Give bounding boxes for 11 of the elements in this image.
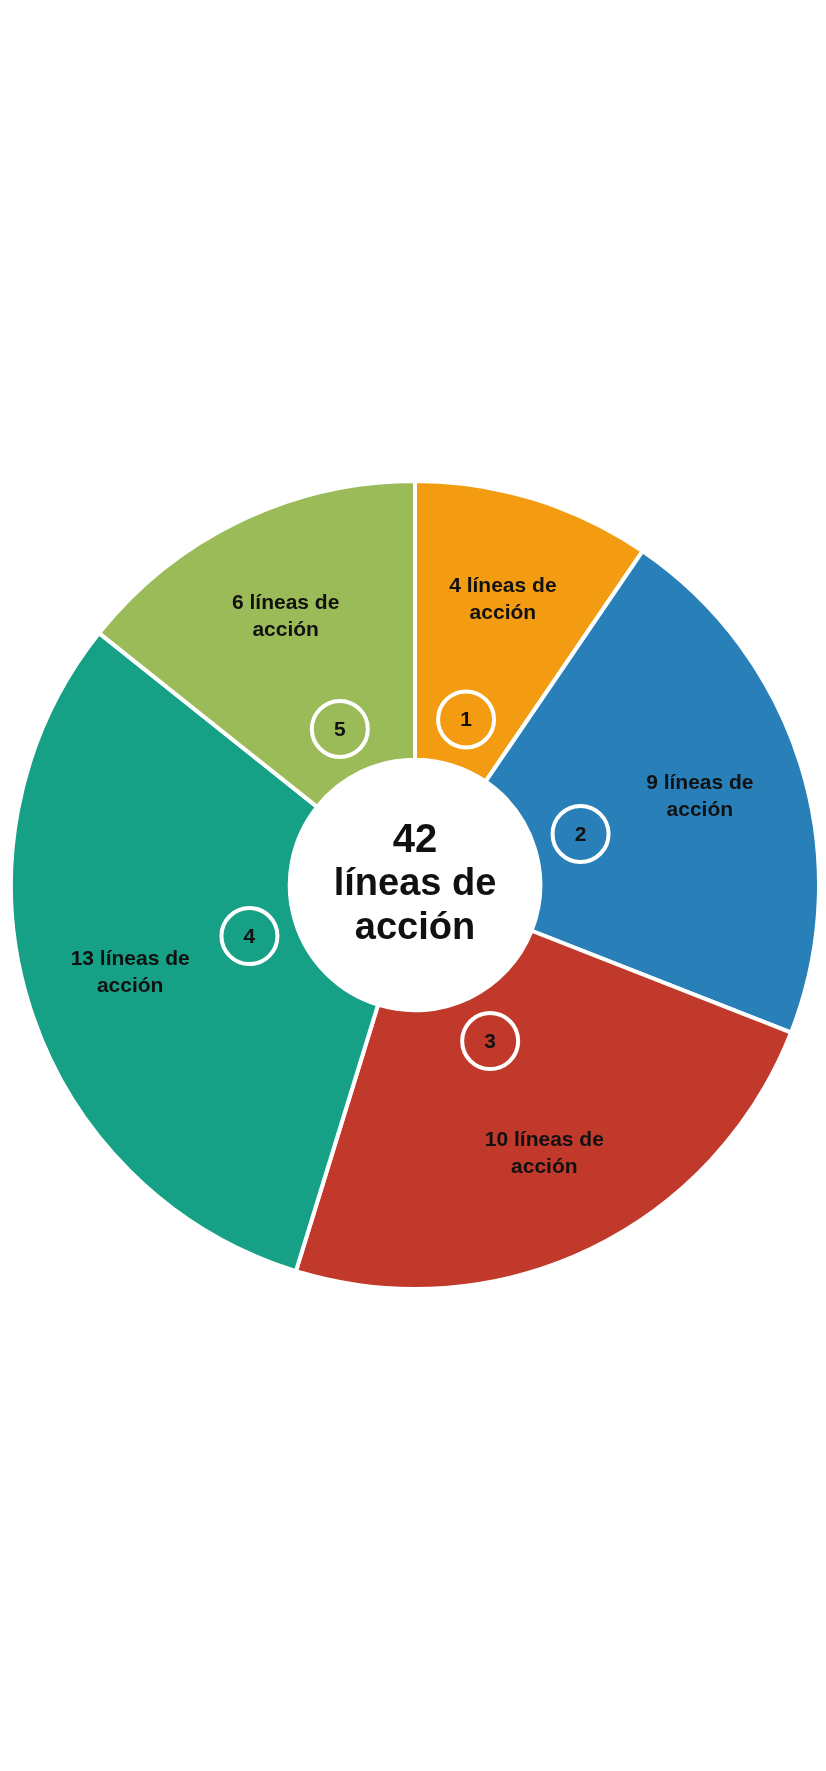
slice-label: 5	[333, 716, 346, 740]
data-label: 13 líneas de acción	[70, 946, 190, 997]
text: 42 líneas de acción	[333, 816, 497, 948]
slice-label: 3	[484, 1028, 497, 1052]
slice-label: 1	[460, 707, 473, 731]
slice-label: 2	[574, 821, 587, 845]
data-label: 10 líneas de acción	[484, 1126, 604, 1177]
data-label: 4 líneas de acción	[449, 573, 557, 624]
data-label: 6 líneas de acción	[231, 589, 340, 640]
slice-label: 4	[243, 923, 256, 947]
data-label: 9 líneas de acción	[646, 770, 754, 821]
